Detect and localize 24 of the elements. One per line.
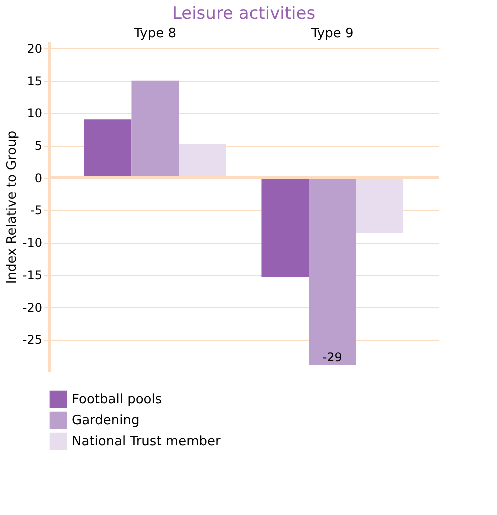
bar (356, 178, 404, 234)
y-tick-label: -15 (22, 268, 42, 282)
bar (262, 178, 309, 278)
y-tick-label: -5 (30, 204, 42, 218)
bar (179, 144, 226, 178)
y-tick-label: 15 (27, 74, 42, 88)
bar (132, 80, 179, 178)
data-label: -29 (322, 350, 342, 365)
y-tick-label: 20 (27, 42, 42, 56)
bar (84, 120, 132, 178)
bar (309, 178, 356, 366)
legend-label: Gardening (72, 414, 140, 428)
y-tick-label: -20 (22, 300, 42, 315)
x-tick-label: Type 8 (133, 26, 176, 42)
y-tick-label: 5 (34, 139, 42, 154)
chart-title: Leisure activities (172, 4, 316, 24)
y-axis-title: Index Relative to Group (4, 130, 20, 284)
legend-label: National Trust member (72, 434, 222, 450)
y-tick-label: 0 (34, 171, 42, 186)
y-tick-label: -10 (22, 236, 42, 250)
legend-label: Football pools (72, 392, 162, 408)
y-tick-label: -25 (22, 333, 42, 348)
y-tick-label: 10 (27, 106, 42, 121)
x-tick-label: Type 9 (310, 26, 354, 42)
